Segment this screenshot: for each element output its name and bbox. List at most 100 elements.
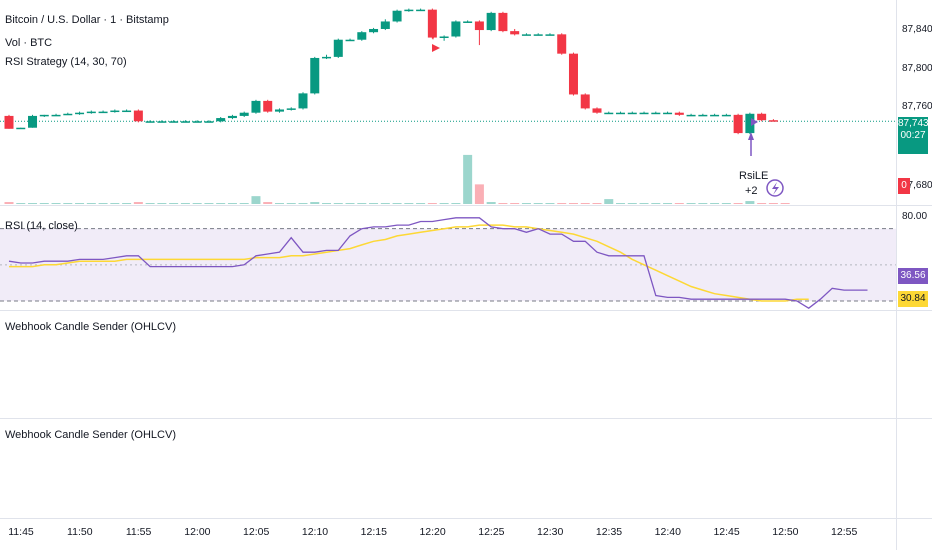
candle[interactable] (75, 111, 85, 115)
candle[interactable] (710, 113, 720, 117)
candle[interactable] (239, 111, 249, 117)
volume-bar (98, 203, 108, 205)
candle[interactable] (557, 33, 567, 55)
time-axis-label: 11:45 (8, 526, 34, 538)
candle[interactable] (380, 19, 390, 31)
candle[interactable] (122, 109, 132, 113)
candle[interactable] (533, 33, 543, 36)
candle[interactable] (604, 111, 614, 115)
candle[interactable] (521, 33, 531, 36)
volume-bar (345, 203, 355, 205)
candle[interactable] (439, 35, 449, 41)
candle[interactable] (274, 108, 284, 113)
candle[interactable] (216, 116, 226, 123)
webhook-legend-2[interactable]: Webhook Candle Sender (OHLCV) (5, 429, 176, 441)
volume-bar (110, 203, 120, 205)
candle[interactable] (580, 93, 590, 110)
candle[interactable] (357, 31, 367, 41)
candle[interactable] (345, 38, 355, 42)
candle[interactable] (86, 110, 96, 114)
candle[interactable] (28, 114, 38, 128)
volume-bar (533, 203, 543, 205)
candle[interactable] (204, 120, 214, 123)
candle[interactable] (757, 112, 767, 122)
volume-bar (474, 184, 484, 204)
rsi-legend[interactable]: RSI (14, close) (5, 220, 78, 232)
candle[interactable] (298, 92, 308, 110)
candle[interactable] (510, 28, 520, 36)
long-entry-arrow-icon (748, 132, 754, 140)
strategy-legend[interactable]: RSI Strategy (14, 30, 70) (5, 56, 127, 68)
candle[interactable] (698, 113, 708, 117)
candle[interactable] (39, 114, 49, 117)
volume-bar (686, 203, 696, 205)
candle[interactable] (616, 111, 626, 115)
candle[interactable] (16, 127, 26, 130)
price-axis-label: 87,680 (902, 180, 932, 191)
candlesticks (4, 8, 778, 135)
candle[interactable] (263, 99, 273, 113)
main-series-legend[interactable]: Bitcoin / U.S. Dollar · 1 · Bitstamp (5, 14, 169, 26)
candle[interactable] (333, 38, 343, 58)
candle[interactable] (474, 20, 484, 46)
candle[interactable] (651, 111, 661, 115)
volume-bar (180, 203, 190, 205)
volume-bar (674, 203, 684, 205)
volume-bar (451, 203, 461, 205)
candle[interactable] (133, 109, 143, 123)
volume-bar (369, 203, 379, 205)
candle[interactable] (463, 20, 473, 23)
candle[interactable] (369, 27, 379, 34)
volume-bar (639, 203, 649, 205)
candle[interactable] (110, 109, 120, 113)
candle[interactable] (627, 111, 637, 115)
last-price-badge[interactable]: 87,743 00:27 (898, 117, 929, 154)
rsi-lines (8, 217, 868, 309)
candle[interactable] (4, 114, 14, 129)
candle[interactable] (51, 113, 61, 117)
candle[interactable] (451, 20, 461, 38)
time-axis-label: 12:05 (243, 526, 269, 538)
volume-bar (780, 203, 790, 205)
volume-bar (51, 203, 61, 205)
candle[interactable] (169, 120, 179, 123)
candle[interactable] (639, 111, 649, 115)
price-axis-label: 87,840 (902, 24, 932, 35)
candle[interactable] (674, 111, 684, 116)
candle[interactable] (745, 112, 755, 135)
webhook-legend-1[interactable]: Webhook Candle Sender (OHLCV) (5, 321, 176, 333)
candle[interactable] (498, 11, 508, 33)
volume-legend[interactable]: Vol · BTC (5, 37, 53, 49)
candle[interactable] (404, 8, 414, 12)
volume-bar (768, 203, 778, 205)
candle[interactable] (310, 56, 320, 95)
time-axis: 11:45 11:50 11:55 12:00 12:05 12:10 12:15 12:20… (8, 526, 857, 538)
candle[interactable] (733, 113, 743, 135)
candle[interactable] (286, 107, 296, 111)
candle[interactable] (192, 120, 202, 123)
candle[interactable] (768, 119, 778, 122)
candle[interactable] (251, 99, 261, 114)
time-axis-label: 12:30 (537, 526, 563, 538)
candle[interactable] (568, 52, 578, 96)
candle[interactable] (486, 11, 496, 32)
candle[interactable] (663, 111, 673, 115)
candle[interactable] (721, 113, 731, 117)
candle[interactable] (416, 8, 426, 12)
candle[interactable] (322, 54, 332, 60)
volume-bar (545, 203, 555, 205)
candle[interactable] (392, 9, 402, 23)
candle[interactable] (227, 114, 237, 120)
candle[interactable] (180, 120, 190, 123)
candle[interactable] (686, 113, 696, 117)
candle[interactable] (98, 110, 108, 114)
candle[interactable] (145, 120, 155, 123)
candle[interactable] (157, 120, 167, 123)
candle[interactable] (545, 33, 555, 36)
candle[interactable] (592, 107, 602, 114)
rsi-line[interactable] (8, 217, 868, 309)
volume-bar (580, 203, 590, 205)
candle[interactable] (63, 112, 73, 116)
time-axis-label: 12:45 (713, 526, 739, 538)
